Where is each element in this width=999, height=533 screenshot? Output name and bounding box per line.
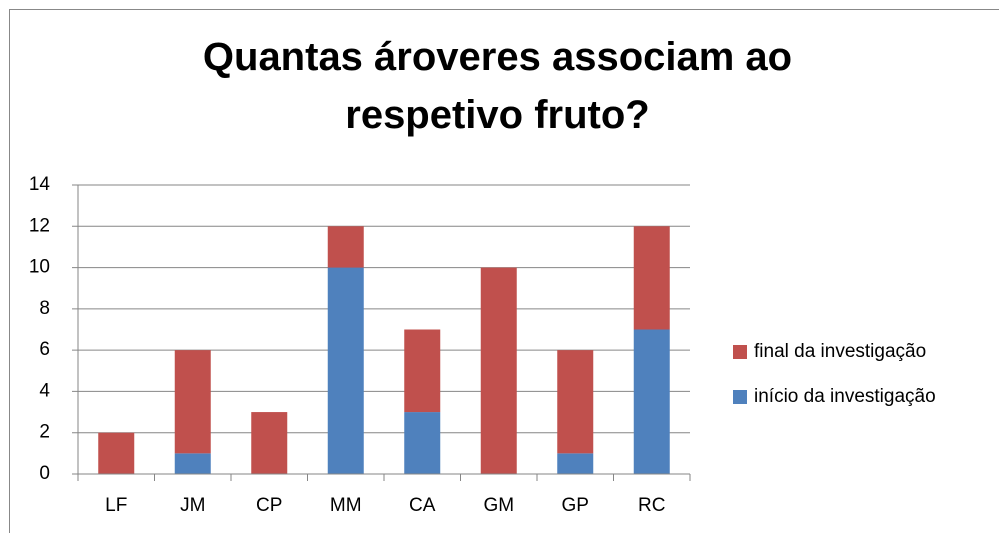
bar-segment: [98, 432, 135, 474]
x-tick-label: RC: [638, 495, 665, 516]
bar-segment: [174, 350, 211, 454]
x-tick-label: GM: [483, 495, 514, 516]
legend-label: final da investigação: [754, 341, 926, 362]
y-tick-label: 4: [39, 380, 50, 401]
bar-segment: [557, 350, 594, 454]
bar-segment: [174, 453, 211, 474]
y-tick-label: 10: [29, 257, 50, 278]
y-tick-label: 12: [29, 215, 50, 236]
y-tick-label: 14: [29, 174, 51, 195]
legend-label: início da investigação: [754, 386, 936, 407]
bar-segment: [327, 226, 364, 268]
bar-segment: [251, 412, 288, 474]
bar-segment: [480, 267, 517, 474]
x-tick-label: JM: [180, 495, 205, 516]
chart-frame: [9, 9, 999, 533]
x-tick-label: GP: [562, 495, 589, 516]
y-tick-label: 8: [39, 298, 50, 319]
legend-swatch: [733, 390, 747, 404]
chart-title: Quantas ároveres associam ao respetivo f…: [202, 35, 793, 137]
y-tick-label: 0: [39, 463, 50, 484]
bar-segment: [404, 412, 441, 474]
x-tick-label: LF: [105, 495, 127, 516]
y-tick-label: 2: [39, 422, 50, 443]
bar-segment: [327, 267, 364, 474]
bar-segment: [557, 453, 594, 474]
bar-segment: [404, 329, 441, 413]
bar-segment: [633, 226, 670, 330]
y-tick-label: 6: [39, 339, 50, 360]
x-tick-label: CA: [409, 495, 436, 516]
legend-swatch: [733, 345, 747, 359]
x-tick-label: MM: [330, 495, 362, 516]
x-tick-label: CP: [256, 495, 282, 516]
bar-segment: [633, 329, 670, 474]
